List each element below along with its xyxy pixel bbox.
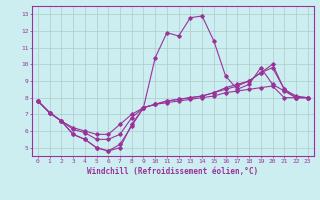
X-axis label: Windchill (Refroidissement éolien,°C): Windchill (Refroidissement éolien,°C) [87, 167, 258, 176]
